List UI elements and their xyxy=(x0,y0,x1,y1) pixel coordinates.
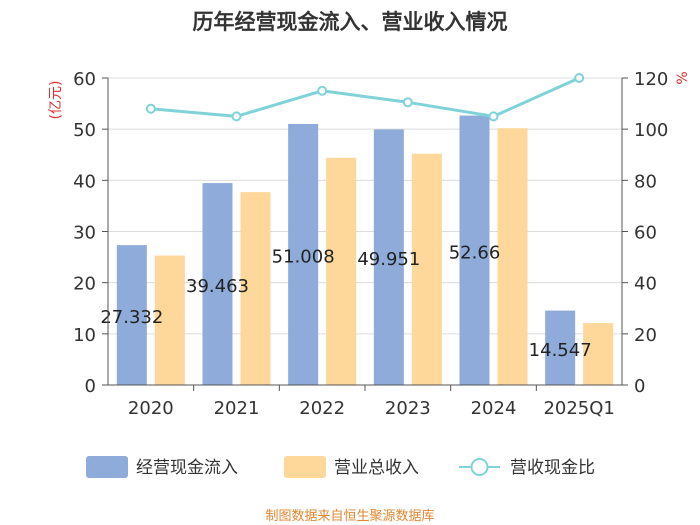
source-note: 制图数据来自恒生聚源数据库 xyxy=(265,509,435,524)
y-left-tick-label: 30 xyxy=(73,223,96,244)
data-labels-group: 27.332 39.463 51.008 49.951 52.66 14.547 xyxy=(100,242,591,361)
ratio-point-2020[interactable] xyxy=(145,103,156,114)
bar-cash-inflow-2024[interactable] xyxy=(459,115,490,385)
y-right-axis-label: % xyxy=(675,71,691,84)
ratio-point-2021[interactable] xyxy=(231,111,242,122)
x-tick-label-2025Q1: 2025Q1 xyxy=(543,398,614,419)
bar-revenue-2021[interactable] xyxy=(240,192,271,385)
ratio-point-2025Q1[interactable] xyxy=(574,73,585,83)
data-label-2025Q1: 14.547 xyxy=(529,340,592,361)
y-left-tick-label: 50 xyxy=(73,120,96,141)
bar-cash-inflow-2023[interactable] xyxy=(373,129,404,385)
y-left-tick-label: 40 xyxy=(73,171,96,192)
legend-swatch-cash-inflow xyxy=(86,456,128,478)
data-label-2023: 49.951 xyxy=(357,249,420,270)
y-left-axis-label: (亿元) xyxy=(48,81,64,120)
bar-cash-inflow-2020[interactable] xyxy=(116,245,147,385)
legend-label-revenue: 营业总收入 xyxy=(334,458,419,478)
bar-revenue-2023[interactable] xyxy=(411,153,442,385)
x-tick-label-2021: 2021 xyxy=(214,398,260,419)
y-left-tick-label: 10 xyxy=(73,325,96,346)
data-label-2021: 39.463 xyxy=(186,276,249,297)
y-right-tick-label: 20 xyxy=(634,325,657,346)
y-left-tick-label: 60 xyxy=(73,69,96,90)
legend-swatch-revenue xyxy=(284,456,326,478)
y-left-tick-label: 0 xyxy=(85,376,96,397)
ratio-point-2022[interactable] xyxy=(317,85,328,96)
x-tick-label-2020: 2020 xyxy=(128,398,174,419)
x-tick-label-2024: 2024 xyxy=(471,398,517,419)
y-right-tick-label: 120 xyxy=(634,69,668,90)
legend-marker-ratio xyxy=(470,458,489,476)
ratio-point-2023[interactable] xyxy=(402,97,413,108)
bar-revenue-2022[interactable] xyxy=(326,157,357,385)
y-right-tick-label: 80 xyxy=(634,171,657,192)
x-tick-label-2022: 2022 xyxy=(299,398,345,419)
bar-revenue-2025Q1[interactable] xyxy=(583,323,614,385)
data-label-2020: 27.332 xyxy=(100,307,163,328)
bar-revenue-2020[interactable] xyxy=(154,255,185,385)
legend-label-ratio: 营收现金比 xyxy=(510,458,595,478)
legend-label-cash-inflow: 经营现金流入 xyxy=(136,458,238,478)
x-tick-label-2023: 2023 xyxy=(385,398,431,419)
bar-cash-inflow-2021[interactable] xyxy=(202,183,233,385)
ratio-line xyxy=(150,76,580,118)
bar-cash-inflow-2025Q1[interactable] xyxy=(545,310,576,385)
data-label-2022: 51.008 xyxy=(272,246,335,267)
bars-group xyxy=(116,115,614,386)
grid-lines xyxy=(108,77,622,335)
y-right-tick-label: 60 xyxy=(634,223,657,244)
legend: 经营现金流入 营业总收入 营收现金比 xyxy=(86,456,595,478)
data-label-2024: 52.66 xyxy=(449,242,501,263)
bar-revenue-2024[interactable] xyxy=(497,128,528,386)
ratio-point-2024[interactable] xyxy=(488,111,499,122)
y-left-tick-label: 20 xyxy=(73,274,96,295)
y-right-tick-label: 40 xyxy=(634,274,657,295)
y-right-tick-label: 0 xyxy=(634,376,645,397)
y-right-tick-label: 100 xyxy=(634,120,668,141)
y-tick-labels: 0 10 20 30 40 50 60 0 20 40 60 80 100 120 xyxy=(73,69,668,397)
chart-title: 历年经营现金流入、营业收入情况 xyxy=(192,10,508,34)
x-tick-labels: 2020 2021 2022 2023 2024 2025Q1 xyxy=(128,385,615,419)
ratio-line-group xyxy=(145,73,585,122)
bar-cash-inflow-2022[interactable] xyxy=(288,123,319,385)
